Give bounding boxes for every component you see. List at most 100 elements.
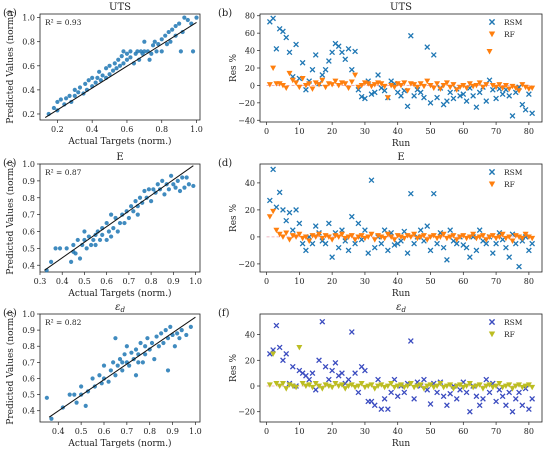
- x-tick-label: 30: [360, 427, 370, 436]
- x-tick-label: 0.6: [121, 125, 134, 134]
- rf-marker: [496, 234, 503, 240]
- data-point: [107, 63, 112, 68]
- rsm-marker: [444, 402, 450, 409]
- rf-marker: [296, 345, 303, 351]
- rf-marker: [329, 82, 336, 88]
- rsm-marker: [348, 329, 355, 335]
- rsm-marker: [526, 406, 532, 413]
- rsm-marker: [493, 240, 499, 247]
- rf-marker: [345, 383, 352, 389]
- rf-marker: [414, 235, 421, 242]
- rf-marker: [286, 237, 293, 243]
- rf-marker: [293, 80, 300, 86]
- rf-marker: [312, 80, 319, 86]
- rf-marker: [509, 83, 516, 90]
- data-point: [152, 357, 157, 362]
- x-tick-label: 0: [264, 127, 269, 136]
- rf-marker: [266, 382, 273, 388]
- rf-marker: [355, 234, 362, 240]
- rsm-marker: [447, 390, 454, 397]
- rf-marker: [489, 233, 496, 239]
- rf-marker: [312, 381, 319, 387]
- data-point: [110, 68, 116, 73]
- data-point: [185, 17, 190, 23]
- rf-marker: [512, 85, 519, 92]
- rsm-marker: [424, 223, 431, 229]
- rf-marker: [391, 384, 398, 391]
- data-point: [170, 27, 175, 32]
- rsm-marker: [526, 247, 532, 254]
- rsm-marker: [473, 104, 480, 111]
- rf-marker: [417, 234, 424, 240]
- rf-marker: [355, 383, 362, 389]
- plot-area: [44, 316, 196, 421]
- rf-marker: [447, 84, 454, 91]
- data-point: [120, 360, 125, 365]
- rsm-marker: [273, 45, 280, 52]
- x-tick-label: 20: [327, 427, 337, 436]
- legend-marker-rf: [488, 31, 496, 38]
- fit-line: [48, 316, 196, 418]
- data-point: [129, 204, 134, 209]
- y-tick-label: 1.0: [22, 14, 35, 23]
- y-tick-label: 20: [245, 356, 255, 365]
- legend-label: RF: [504, 180, 515, 189]
- data-point: [106, 379, 111, 384]
- rf-marker: [434, 383, 441, 389]
- rf-marker: [401, 235, 408, 242]
- rsm-marker: [407, 190, 414, 197]
- rsm-marker: [407, 32, 414, 39]
- rf-marker: [470, 384, 477, 391]
- x-tick-label: 0.2: [51, 125, 64, 134]
- rsm-marker: [280, 207, 286, 213]
- panel-title: UTS: [390, 2, 412, 13]
- rsm-marker: [512, 89, 519, 96]
- x-tick-label: 40: [393, 127, 403, 136]
- rf-marker: [316, 231, 323, 238]
- rf-marker: [486, 234, 493, 240]
- data-point: [190, 49, 196, 54]
- rf-marker: [352, 72, 359, 78]
- rsm-marker: [463, 98, 470, 104]
- rf-marker: [345, 85, 352, 92]
- rf-marker: [430, 384, 437, 391]
- rsm-marker: [489, 250, 496, 256]
- data-point: [136, 360, 141, 365]
- rf-marker: [457, 84, 464, 91]
- rf-marker: [355, 84, 362, 91]
- y-tick-label: 40: [245, 47, 255, 56]
- data-point: [155, 182, 160, 187]
- rf-marker: [401, 80, 408, 86]
- rsm-marker: [391, 242, 398, 248]
- data-point: [184, 332, 189, 338]
- rf-marker: [276, 81, 283, 87]
- rf-marker: [322, 84, 329, 91]
- x-axis-label: Actual Targets (norm.): [67, 288, 171, 299]
- x-tick-label: 0.7: [123, 277, 136, 286]
- rsm-marker: [404, 250, 411, 256]
- legend-marker-rsm: [488, 168, 496, 176]
- rf-marker: [319, 77, 326, 84]
- data-point: [171, 182, 176, 187]
- rf-marker: [306, 382, 313, 388]
- data-point: [86, 234, 91, 239]
- panel-title: εd: [396, 302, 406, 314]
- rf-marker: [479, 233, 486, 239]
- data-point: [145, 336, 150, 341]
- rsm-marker: [266, 197, 273, 204]
- rf-marker: [434, 81, 441, 87]
- rf-marker: [420, 233, 427, 239]
- rf-marker: [460, 384, 467, 391]
- data-point: [163, 33, 168, 38]
- rsm-marker: [303, 247, 309, 254]
- rf-marker: [384, 231, 391, 238]
- legend-label: RSM: [504, 318, 523, 327]
- rf-marker: [476, 80, 483, 86]
- rf-marker: [434, 235, 441, 242]
- rf-marker: [381, 384, 388, 391]
- x-tick-label: 0.8: [145, 277, 158, 286]
- rf-marker: [453, 383, 460, 389]
- rsm-marker: [473, 393, 480, 400]
- data-point: [128, 49, 133, 54]
- rf-marker: [375, 383, 382, 389]
